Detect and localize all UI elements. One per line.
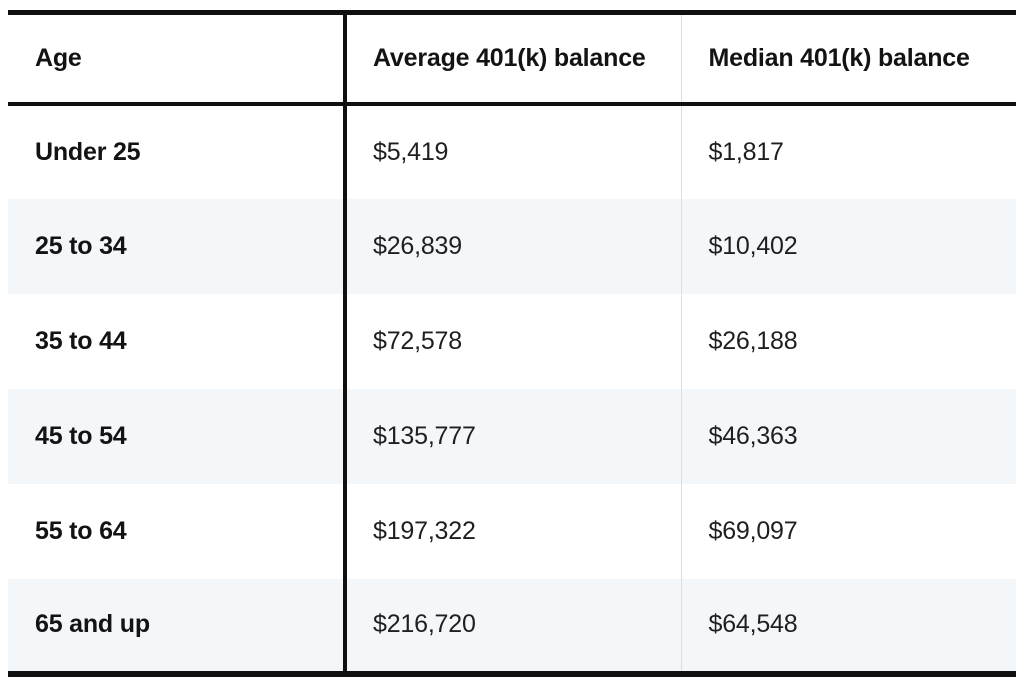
age-cell: 55 to 64: [35, 516, 127, 545]
column-header-age: Age: [8, 12, 345, 106]
balance-table-container: Age Average 401(k) balance Median 401(k)…: [8, 10, 1016, 677]
table-body: Under 25 $5,419 $1,817 25 to 34 $26,839 …: [8, 103, 1016, 674]
average-balance-cell: $72,578: [343, 293, 681, 389]
median-balance-cell: $64,548: [680, 578, 1016, 674]
age-cell: 45 to 54: [35, 421, 127, 450]
age-cell: 35 to 44: [35, 326, 127, 355]
table-row: Under 25 $5,419 $1,817: [8, 103, 1016, 199]
age-cell: Under 25: [35, 137, 141, 166]
table-row: 45 to 54 $135,777 $46,363: [8, 388, 1016, 484]
median-balance-cell: $10,402: [680, 198, 1016, 294]
header-row: Age Average 401(k) balance Median 401(k)…: [8, 12, 1016, 106]
table-row: 65 and up $216,720 $64,548: [8, 578, 1016, 674]
column-header-median-balance: Median 401(k) balance: [680, 12, 1016, 106]
average-balance-cell: $5,419: [343, 103, 681, 199]
table-row: 35 to 44 $72,578 $26,188: [8, 293, 1016, 389]
average-balance-cell: $26,839: [343, 198, 681, 294]
table-row: 55 to 64 $197,322 $69,097: [8, 483, 1016, 579]
balance-table: Age Average 401(k) balance Median 401(k)…: [8, 10, 1016, 677]
column-header-average-balance: Average 401(k) balance: [343, 12, 681, 106]
age-cell: 65 and up: [35, 610, 150, 638]
age-cell: 25 to 34: [35, 231, 127, 260]
median-balance-cell: $46,363: [680, 388, 1016, 484]
table-row: 25 to 34 $26,839 $10,402: [8, 198, 1016, 294]
average-balance-cell: $135,777: [343, 388, 681, 484]
average-balance-cell: $216,720: [343, 578, 681, 674]
median-balance-cell: $1,817: [680, 103, 1016, 199]
average-balance-cell: $197,322: [343, 483, 681, 579]
table-header: Age Average 401(k) balance Median 401(k)…: [8, 12, 1016, 106]
median-balance-cell: $26,188: [680, 293, 1016, 389]
median-balance-cell: $69,097: [680, 483, 1016, 579]
